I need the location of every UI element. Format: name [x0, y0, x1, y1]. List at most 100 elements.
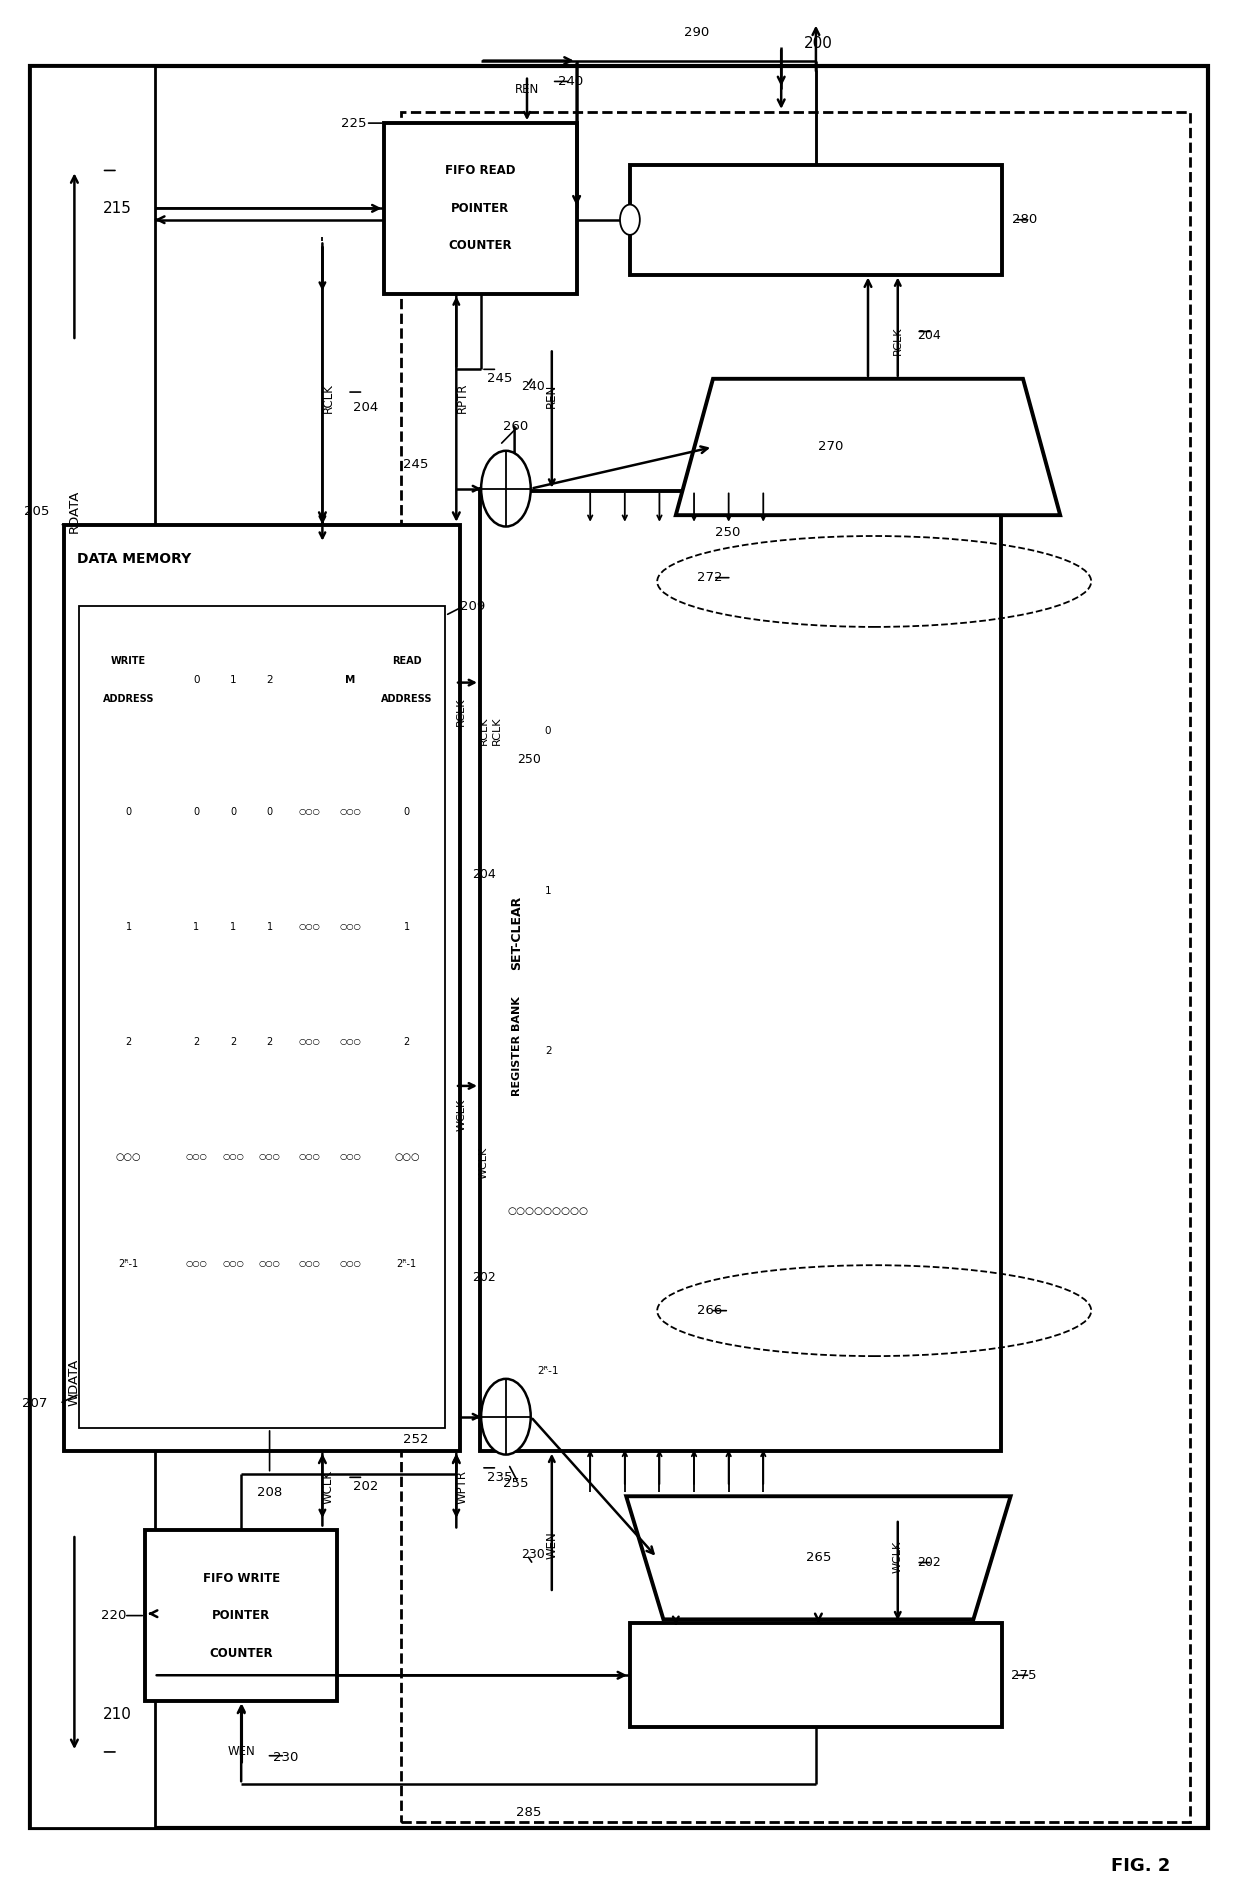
Text: 252: 252 [403, 1434, 428, 1445]
Text: ○○○: ○○○ [259, 1152, 280, 1161]
Text: 240: 240 [558, 76, 583, 87]
Circle shape [481, 451, 531, 527]
Text: ○○○: ○○○ [299, 922, 321, 932]
Text: 265: 265 [806, 1551, 831, 1564]
Text: 202: 202 [353, 1481, 378, 1492]
Text: ○○○: ○○○ [186, 1152, 207, 1161]
Bar [384, 123, 577, 294]
Text: ○○○: ○○○ [340, 1038, 361, 1045]
Text: M: M [345, 674, 355, 686]
Bar [480, 491, 1001, 1451]
Text: 202: 202 [916, 1557, 941, 1568]
Text: REN: REN [546, 384, 558, 407]
Text: 1: 1 [267, 922, 273, 932]
Text: 290: 290 [683, 27, 709, 38]
Text: FIFO WRITE: FIFO WRITE [202, 1572, 280, 1585]
Text: 204: 204 [471, 867, 496, 881]
Text: 250: 250 [715, 527, 740, 538]
Text: WCLK: WCLK [456, 1099, 466, 1131]
Text: 2: 2 [267, 674, 273, 686]
Text: REN: REN [515, 83, 539, 95]
Bar [630, 165, 1002, 275]
Text: 1: 1 [193, 922, 200, 932]
Text: 204: 204 [353, 402, 378, 413]
Text: 0: 0 [267, 807, 273, 816]
Text: 1: 1 [544, 886, 552, 896]
Text: 1: 1 [229, 674, 237, 686]
Text: 0: 0 [544, 725, 552, 735]
Text: ○○○: ○○○ [394, 1152, 419, 1161]
Text: ○○○: ○○○ [222, 1260, 244, 1269]
Text: RCLK: RCLK [479, 716, 489, 744]
Text: 270: 270 [818, 441, 843, 453]
Text: 1: 1 [404, 922, 409, 932]
Text: ○○○: ○○○ [259, 1260, 280, 1269]
Text: COUNTER: COUNTER [210, 1646, 273, 1659]
Text: 230: 230 [521, 1549, 546, 1561]
Text: ○○○: ○○○ [222, 1152, 244, 1161]
Text: RDATA: RDATA [68, 491, 81, 532]
Circle shape [620, 205, 640, 235]
Text: 2ᴿ-1: 2ᴿ-1 [397, 1260, 417, 1269]
Text: 215: 215 [103, 201, 133, 216]
Text: ○○○○○○○○○: ○○○○○○○○○ [507, 1206, 589, 1216]
Text: 2: 2 [193, 1036, 200, 1047]
Text: WEN: WEN [546, 1532, 558, 1559]
Text: 208: 208 [257, 1487, 283, 1498]
Text: RCLK: RCLK [456, 697, 466, 725]
Text: POINTER: POINTER [212, 1610, 270, 1621]
Text: ○○○: ○○○ [340, 807, 361, 816]
Text: DATA MEMORY: DATA MEMORY [77, 551, 191, 566]
Text: 2: 2 [544, 1045, 552, 1055]
Text: COUNTER: COUNTER [449, 239, 512, 252]
Text: POINTER: POINTER [451, 203, 510, 214]
Circle shape [481, 1379, 531, 1455]
Text: RCLK: RCLK [322, 383, 335, 413]
Text: 1: 1 [125, 922, 131, 932]
Text: 207: 207 [22, 1398, 47, 1409]
Text: 285: 285 [516, 1807, 541, 1818]
Text: 266: 266 [697, 1305, 722, 1316]
Text: 250: 250 [517, 754, 542, 765]
Text: READ: READ [392, 655, 422, 667]
Text: RCLK: RCLK [492, 716, 502, 744]
Text: FIG. 2: FIG. 2 [1111, 1856, 1171, 1875]
Bar [64, 525, 460, 1451]
Text: WCLK: WCLK [893, 1540, 903, 1574]
Bar [401, 112, 1190, 1822]
Text: 0: 0 [193, 807, 200, 816]
Text: 220: 220 [102, 1610, 126, 1621]
Text: ADDRESS: ADDRESS [103, 693, 155, 705]
Bar [79, 606, 445, 1428]
Text: WDATA: WDATA [68, 1358, 81, 1407]
Text: 225: 225 [341, 117, 366, 129]
Text: 2: 2 [404, 1036, 410, 1047]
Text: 255: 255 [503, 1477, 528, 1489]
Text: ○○○: ○○○ [117, 1152, 141, 1161]
Text: ○○○: ○○○ [340, 1152, 361, 1161]
Text: ADDRESS: ADDRESS [381, 693, 433, 705]
Text: 272: 272 [697, 572, 722, 583]
Bar [30, 66, 155, 1828]
Text: WRITE: WRITE [112, 655, 146, 667]
Text: ○○○: ○○○ [340, 922, 361, 932]
Text: WCLK: WCLK [479, 1146, 489, 1178]
Text: 200: 200 [804, 36, 833, 51]
Text: 205: 205 [25, 506, 50, 517]
Text: ○○○: ○○○ [299, 1038, 321, 1045]
Text: ○○○: ○○○ [340, 1260, 361, 1269]
Text: WCLK: WCLK [322, 1470, 335, 1504]
Text: WEN: WEN [228, 1746, 255, 1758]
Text: 2: 2 [229, 1036, 236, 1047]
Text: 0: 0 [404, 807, 409, 816]
Text: 1: 1 [229, 922, 236, 932]
Text: 2ᴿ-1: 2ᴿ-1 [119, 1260, 139, 1269]
Text: 202: 202 [471, 1271, 496, 1284]
Polygon shape [676, 379, 1060, 515]
Text: FIFO READ: FIFO READ [445, 165, 516, 178]
Polygon shape [626, 1496, 1011, 1619]
Text: WPTR: WPTR [456, 1470, 469, 1504]
Text: 0: 0 [125, 807, 131, 816]
Text: 2: 2 [125, 1036, 131, 1047]
Bar [145, 1530, 337, 1701]
